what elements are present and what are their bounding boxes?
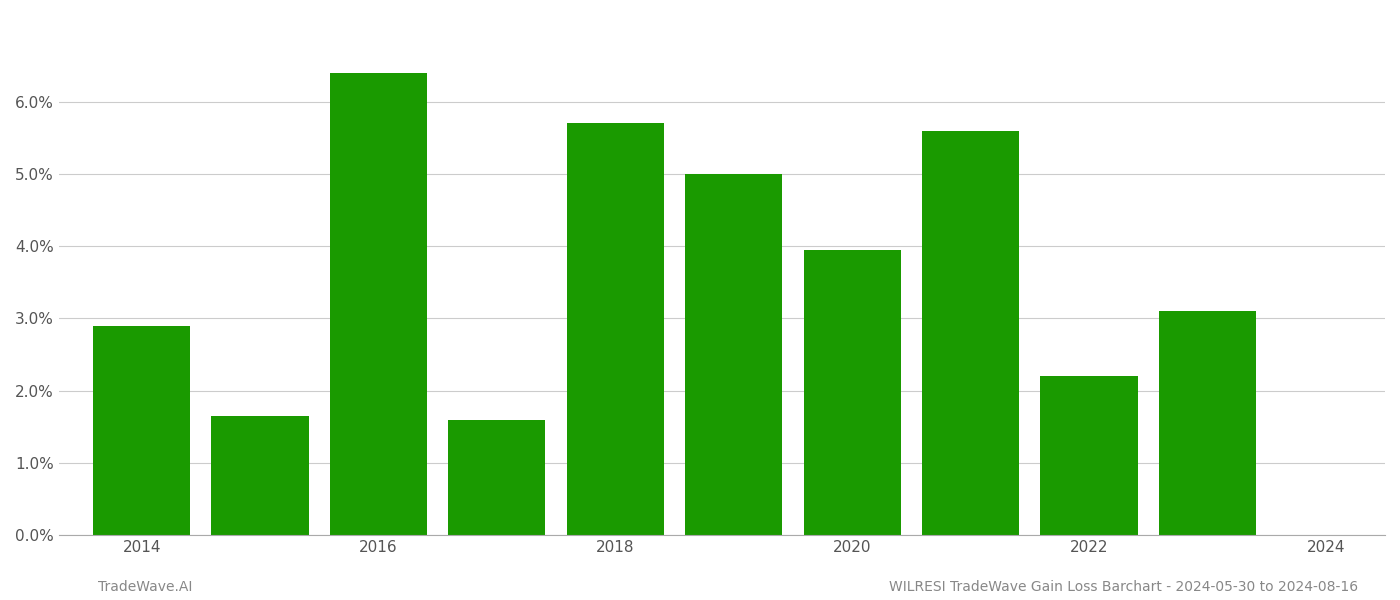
Bar bbox=[804, 250, 900, 535]
Text: WILRESI TradeWave Gain Loss Barchart - 2024-05-30 to 2024-08-16: WILRESI TradeWave Gain Loss Barchart - 2… bbox=[889, 580, 1358, 594]
Bar bbox=[567, 124, 664, 535]
Bar bbox=[92, 326, 190, 535]
Text: TradeWave.AI: TradeWave.AI bbox=[98, 580, 192, 594]
Bar bbox=[685, 174, 783, 535]
Bar bbox=[1159, 311, 1256, 535]
Bar bbox=[330, 73, 427, 535]
Bar bbox=[923, 131, 1019, 535]
Bar bbox=[1040, 376, 1138, 535]
Bar bbox=[448, 419, 546, 535]
Bar bbox=[211, 416, 308, 535]
